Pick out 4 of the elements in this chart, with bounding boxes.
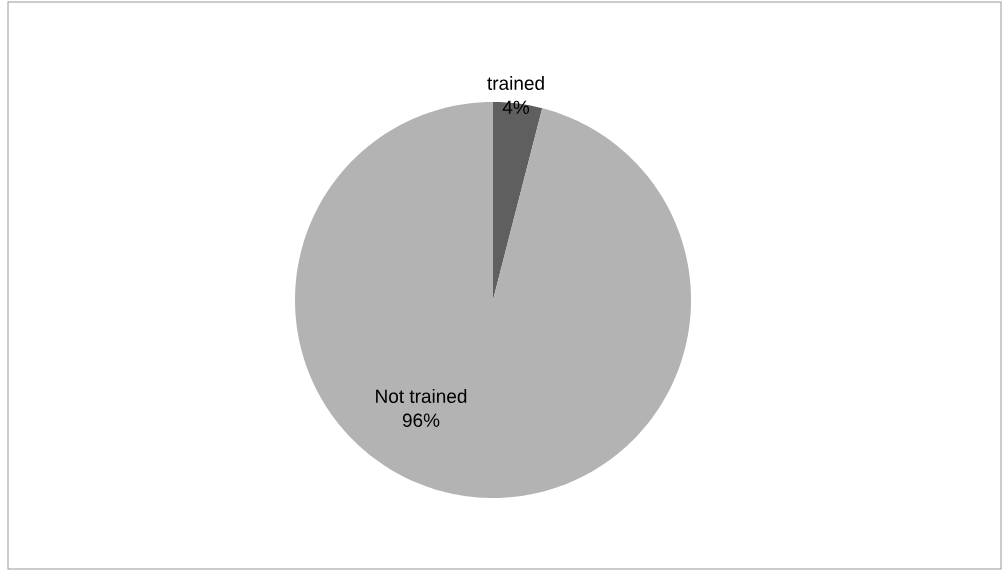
slice-label: trained (487, 76, 544, 91)
data-label: 96% (402, 413, 440, 427)
data-label: 4% (502, 100, 530, 114)
slice-label: Not trained (376, 389, 467, 403)
